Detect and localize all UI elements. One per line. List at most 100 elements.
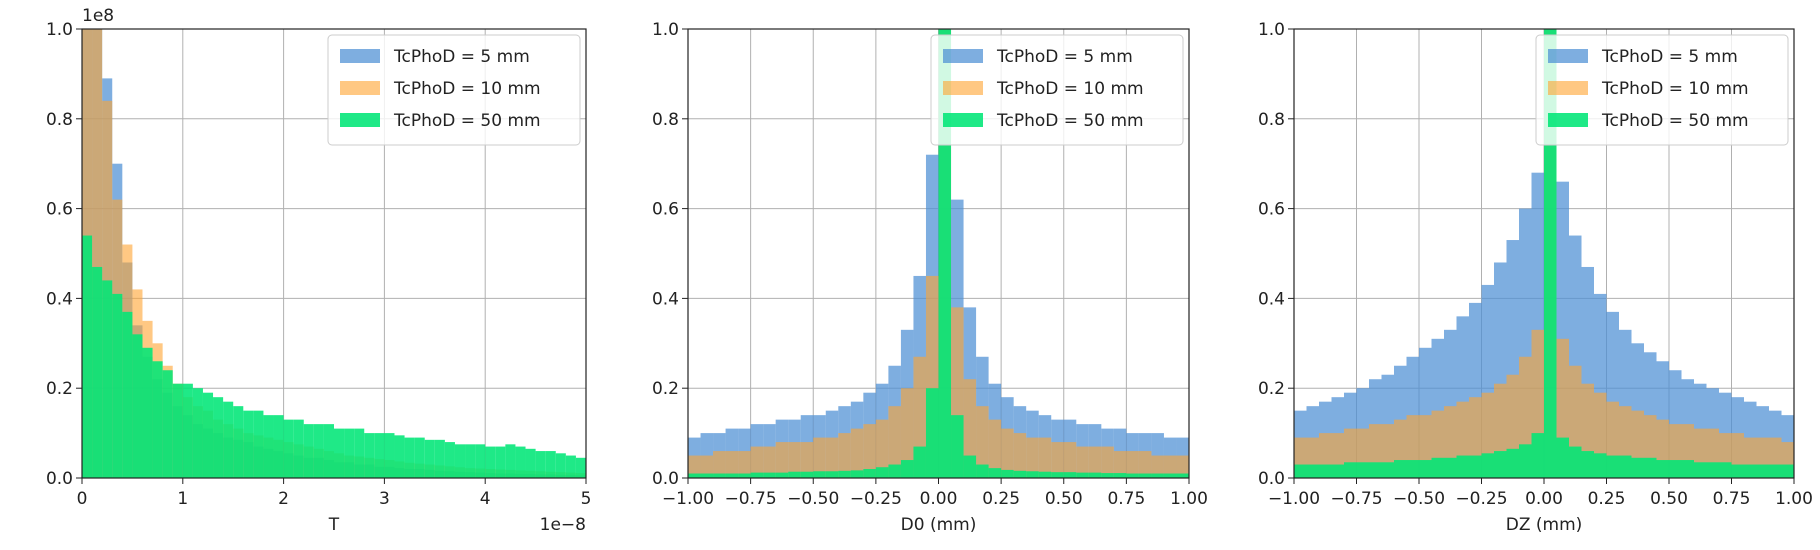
y-tick-label: 0.2 [46,379,73,399]
x-tick-label: 1.00 [1170,489,1208,509]
histogram-bar [1151,473,1164,478]
x-tick-label: 0.00 [920,489,958,509]
histogram-bar [738,473,751,478]
histogram-bar [1176,455,1189,478]
y-tick-label: 0.6 [46,200,73,220]
histogram-bar [725,473,739,478]
y-tick-label: 0.2 [652,379,679,399]
histogram-bar [495,446,506,478]
histogram-bar [1101,446,1114,478]
histogram-bar [763,472,776,478]
histogram-bar [293,419,304,478]
x-tick-label: −0.75 [1330,489,1382,509]
legend-swatch-10mm [943,81,983,95]
histogram-bar [102,280,113,478]
legend-label-10mm: TcPhoD = 10 mm [393,79,541,99]
x-tick-label: 1.00 [1775,489,1813,509]
histogram-bar [963,379,977,478]
histogram-bar [485,446,496,478]
histogram-bar [688,455,701,478]
histogram-bar [273,415,284,478]
histogram-bar [1013,470,1027,478]
y-tick-label: 0.8 [1258,110,1285,130]
histogram-bar [713,451,726,478]
histogram-bar [475,444,486,478]
histogram-bar [688,473,701,478]
y-tick-label: 1.0 [652,20,679,40]
x-tick-label: 1 [177,489,188,509]
legend-swatch-50mm [340,113,380,127]
histogram-bar [1319,464,1332,478]
histogram-bar [700,473,714,478]
histogram-bar [1138,451,1152,478]
histogram-bar [1394,460,1407,478]
histogram-bar [374,433,385,478]
legend-swatch-50mm [1548,113,1588,127]
histogram-bar [775,442,789,478]
histogram-bar [951,415,964,478]
x-tick-label: 0.75 [1107,489,1145,509]
x-tick-label: −1.00 [1268,489,1320,509]
legend-box [1535,34,1789,146]
histogram-bar [976,406,989,478]
histogram-bar [1556,437,1569,478]
histogram-bar [1306,464,1319,478]
histogram-bar [1619,455,1632,478]
histogram-bar [1113,451,1127,478]
histogram-bar [1719,462,1732,478]
histogram-bar [434,439,445,478]
histogram-panel-t: 0 1 2 3 4 5 0.0 0.2 0.4 0.6 0.8 1.0 T 1e8 1e−8 TcPhoD =… [46,6,591,535]
histogram-bar [825,471,839,478]
histogram-bar [1101,473,1114,478]
histogram-bar [1076,446,1089,478]
histogram-bar [763,446,776,478]
histogram-bar [92,29,103,478]
histogram-bar [1026,471,1039,478]
histogram-bar [344,428,355,478]
histogram-bar [243,410,254,478]
histogram-bar [750,472,764,478]
histogram-bar [1631,457,1644,478]
histogram-bar [192,388,203,478]
x-tick-label: 0.25 [982,489,1020,509]
histogram-bar [1001,428,1014,478]
x-tick-label: 0.50 [1650,489,1688,509]
bars-dz [1294,29,1794,478]
y-tick-label: 0.4 [1258,289,1285,309]
histogram-bar [233,406,244,478]
histogram-bar [465,444,476,478]
histogram-bar [1176,473,1189,478]
histogram-bar [1444,457,1457,478]
legend-swatch-5mm [1548,49,1588,63]
histogram-bar [1531,433,1544,478]
legend-swatch-10mm [1548,81,1588,95]
y-tick-label: 0.8 [46,110,73,130]
histogram-bar [1419,460,1432,478]
legend-swatch-5mm [340,49,380,63]
histogram-bar [825,437,839,478]
x-tick-label: −1.00 [662,489,714,509]
legend-swatch-10mm [340,81,380,95]
histogram-bar [323,424,334,478]
histogram-bar [122,311,133,478]
legend-swatch-50mm [943,113,983,127]
histogram-bar [535,451,546,478]
histogram-bar [384,433,395,478]
x-tick-label: 5 [581,489,592,509]
histogram-bar [976,464,989,478]
histogram-bar [263,415,274,478]
histogram-bar [1381,462,1394,478]
histogram-bar [850,470,864,478]
x-tick-label: 3 [379,489,390,509]
histogram-bar [1581,451,1594,478]
histogram-bar [1606,455,1619,478]
histogram-bar [1594,453,1607,478]
histogram-bar [888,406,901,478]
x-tick-label: 0.00 [1525,489,1563,509]
bars-d0 [688,29,1189,478]
histogram-bar [963,455,977,478]
histogram-bar [813,471,826,478]
histogram-bar [1063,472,1077,478]
histogram-bar [404,437,415,478]
